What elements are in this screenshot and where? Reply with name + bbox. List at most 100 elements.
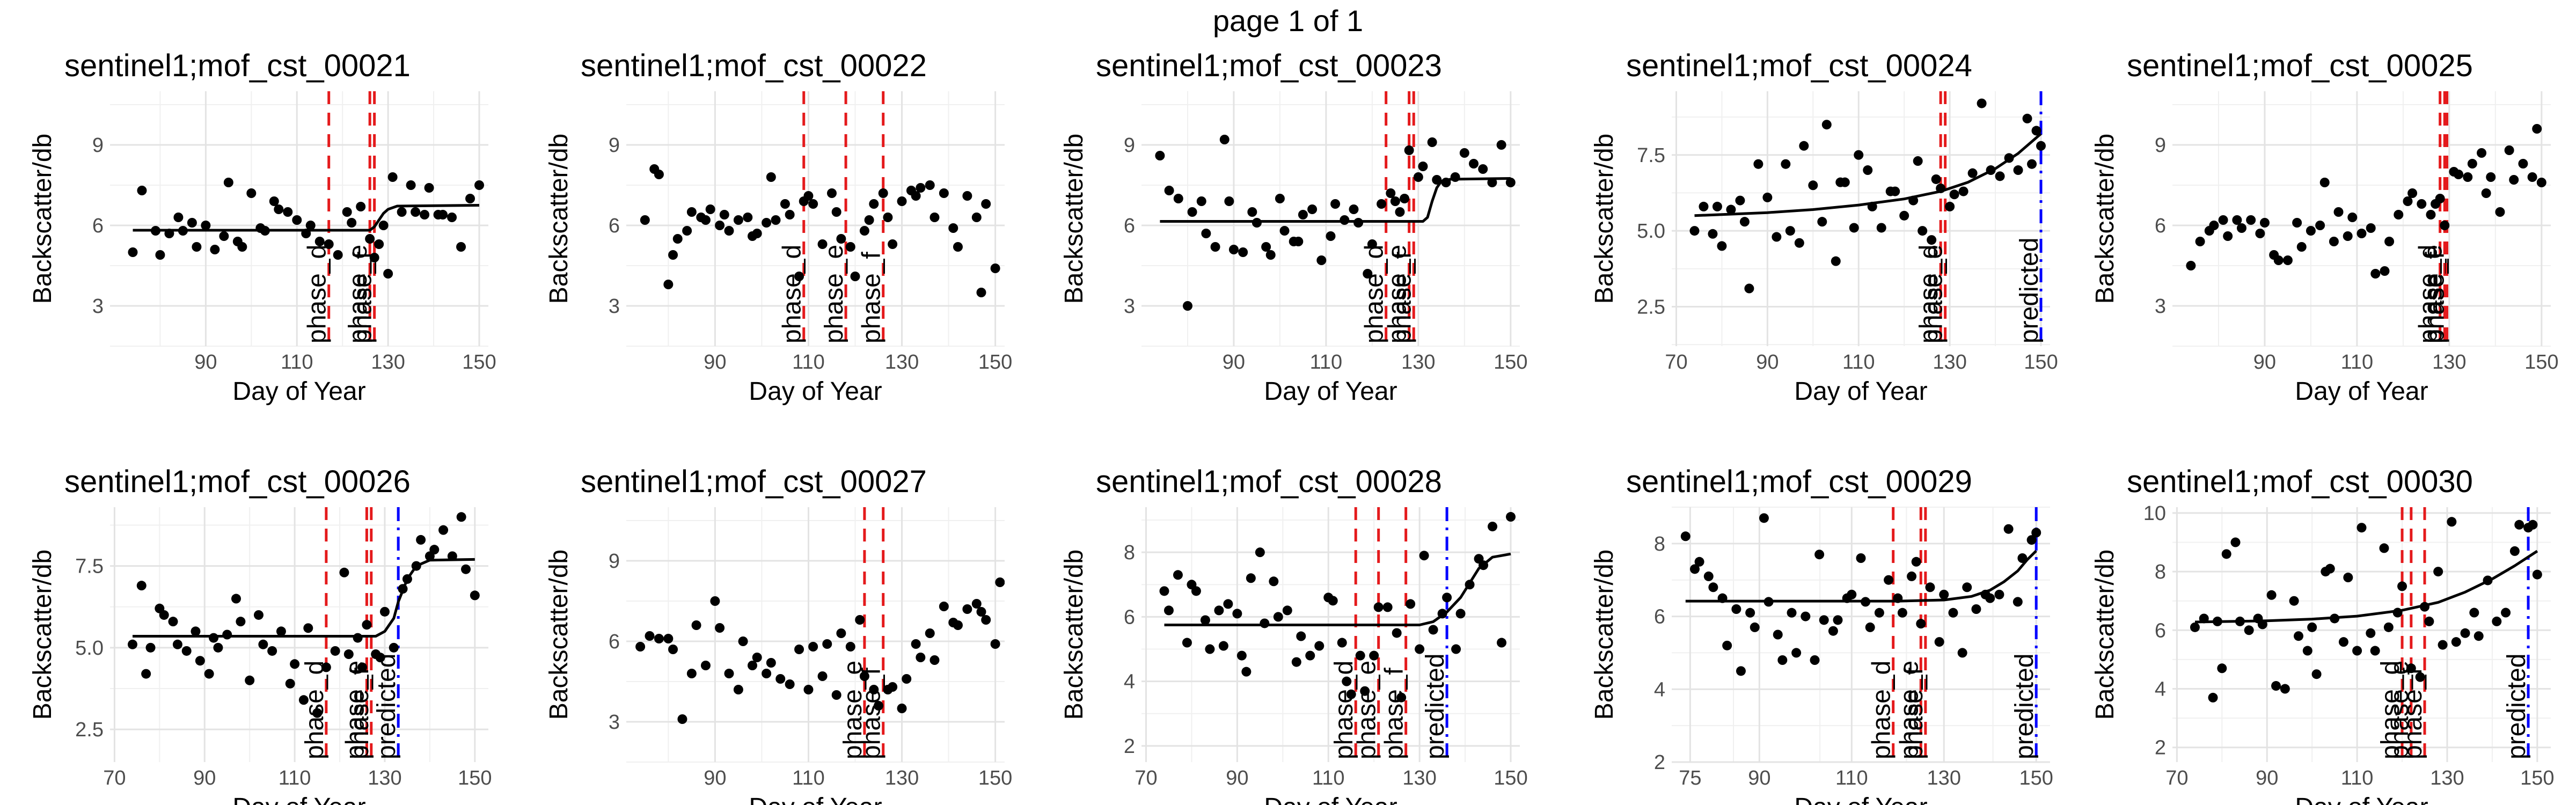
data-point bbox=[1772, 232, 1782, 242]
x-axis-label: Day of Year bbox=[1264, 377, 1397, 406]
data-point bbox=[888, 239, 898, 249]
x-tick-label: 130 bbox=[371, 351, 405, 374]
data-point bbox=[365, 234, 375, 244]
data-point bbox=[1918, 226, 1928, 236]
data-point bbox=[1907, 571, 1917, 581]
data-point bbox=[1759, 513, 1769, 523]
data-point bbox=[347, 218, 357, 228]
x-tick-label: 150 bbox=[2524, 351, 2558, 374]
data-point bbox=[1182, 638, 1192, 648]
data-point bbox=[2259, 218, 2270, 228]
data-point bbox=[1847, 589, 1857, 599]
data-point bbox=[1791, 648, 1802, 658]
data-point bbox=[705, 204, 715, 214]
data-point bbox=[2426, 210, 2436, 219]
event-label-phase-e: phase_e bbox=[1920, 245, 1948, 343]
data-point bbox=[1863, 165, 1873, 175]
data-point bbox=[1187, 207, 1197, 217]
panel-background bbox=[1672, 91, 2050, 346]
data-point bbox=[2221, 549, 2231, 559]
data-point bbox=[298, 695, 309, 705]
data-point bbox=[1865, 622, 1875, 632]
data-point bbox=[1340, 215, 1350, 225]
data-point bbox=[2199, 613, 2209, 624]
data-point bbox=[925, 628, 935, 638]
data-point bbox=[808, 199, 818, 209]
data-point bbox=[1247, 207, 1257, 217]
data-point bbox=[204, 669, 214, 679]
data-point bbox=[845, 242, 855, 252]
data-point bbox=[1985, 593, 1995, 603]
data-point bbox=[2536, 178, 2546, 187]
data-point bbox=[2244, 625, 2254, 635]
data-point bbox=[654, 170, 664, 179]
data-point bbox=[869, 199, 879, 209]
data-point bbox=[2481, 188, 2491, 198]
data-point bbox=[803, 685, 814, 694]
data-point bbox=[2415, 672, 2425, 682]
data-point bbox=[976, 288, 986, 297]
data-point bbox=[1939, 589, 1949, 599]
y-tick-label: 2.5 bbox=[1637, 296, 1665, 318]
event-label-phase-d: phase_d bbox=[1360, 245, 1389, 343]
data-point bbox=[1819, 615, 1829, 625]
data-point bbox=[383, 269, 393, 279]
data-point bbox=[911, 191, 921, 201]
data-point bbox=[831, 207, 841, 217]
data-point bbox=[2315, 221, 2325, 230]
data-point bbox=[1293, 237, 1304, 246]
data-point bbox=[1854, 150, 1864, 160]
y-axis-label: Backscatter/db bbox=[1060, 134, 1088, 304]
data-point bbox=[2518, 159, 2528, 169]
data-point bbox=[1890, 186, 1900, 196]
event-label-phase-d: phase_d bbox=[303, 245, 332, 343]
data-point bbox=[2306, 226, 2316, 236]
data-point bbox=[237, 242, 247, 252]
data-point bbox=[1346, 689, 1356, 699]
data-point bbox=[1962, 582, 1972, 592]
y-tick-label: 8 bbox=[2155, 561, 2166, 583]
x-tick-label: 150 bbox=[458, 767, 492, 789]
data-point bbox=[2424, 616, 2434, 626]
x-tick-label: 150 bbox=[2019, 767, 2053, 789]
event-label-phase-f: phase_f bbox=[2421, 252, 2450, 343]
data-point bbox=[1296, 631, 1306, 641]
data-point bbox=[1506, 512, 1516, 522]
data-point bbox=[456, 512, 466, 522]
data-point bbox=[2027, 159, 2037, 169]
data-point bbox=[1867, 201, 1877, 211]
data-point bbox=[1893, 593, 1903, 603]
data-point bbox=[1360, 686, 1370, 696]
event-label-phase-e: phase_e bbox=[344, 245, 372, 343]
y-tick-label: 3 bbox=[609, 711, 620, 734]
event-label-phase-e: phase_e bbox=[341, 661, 369, 759]
data-point bbox=[137, 186, 147, 195]
event-label-phase-f: phase_f bbox=[1380, 668, 1409, 759]
data-point bbox=[1739, 217, 1750, 227]
y-tick-label: 4 bbox=[1124, 671, 1135, 693]
data-point bbox=[2473, 631, 2484, 641]
data-point bbox=[191, 626, 201, 636]
data-point bbox=[981, 199, 991, 209]
x-tick-label: 130 bbox=[1927, 767, 1961, 789]
data-point bbox=[1680, 531, 1690, 541]
data-point bbox=[794, 645, 804, 654]
data-point bbox=[1899, 210, 1909, 221]
data-point bbox=[387, 172, 398, 182]
chart-panel-10: 70 90 110 130 150 2 4 6 8 10 phase_dphase_ephase_f… bbox=[2091, 464, 2555, 805]
data-point bbox=[1196, 196, 1206, 206]
data-point bbox=[1762, 192, 1773, 202]
data-point bbox=[231, 594, 241, 604]
data-point bbox=[762, 669, 772, 678]
data-point bbox=[2467, 159, 2477, 169]
data-point bbox=[1703, 571, 1714, 581]
data-point bbox=[785, 679, 795, 689]
x-axis-label: Day of Year bbox=[2295, 793, 2428, 805]
data-point bbox=[2370, 269, 2381, 279]
data-point bbox=[953, 620, 963, 630]
